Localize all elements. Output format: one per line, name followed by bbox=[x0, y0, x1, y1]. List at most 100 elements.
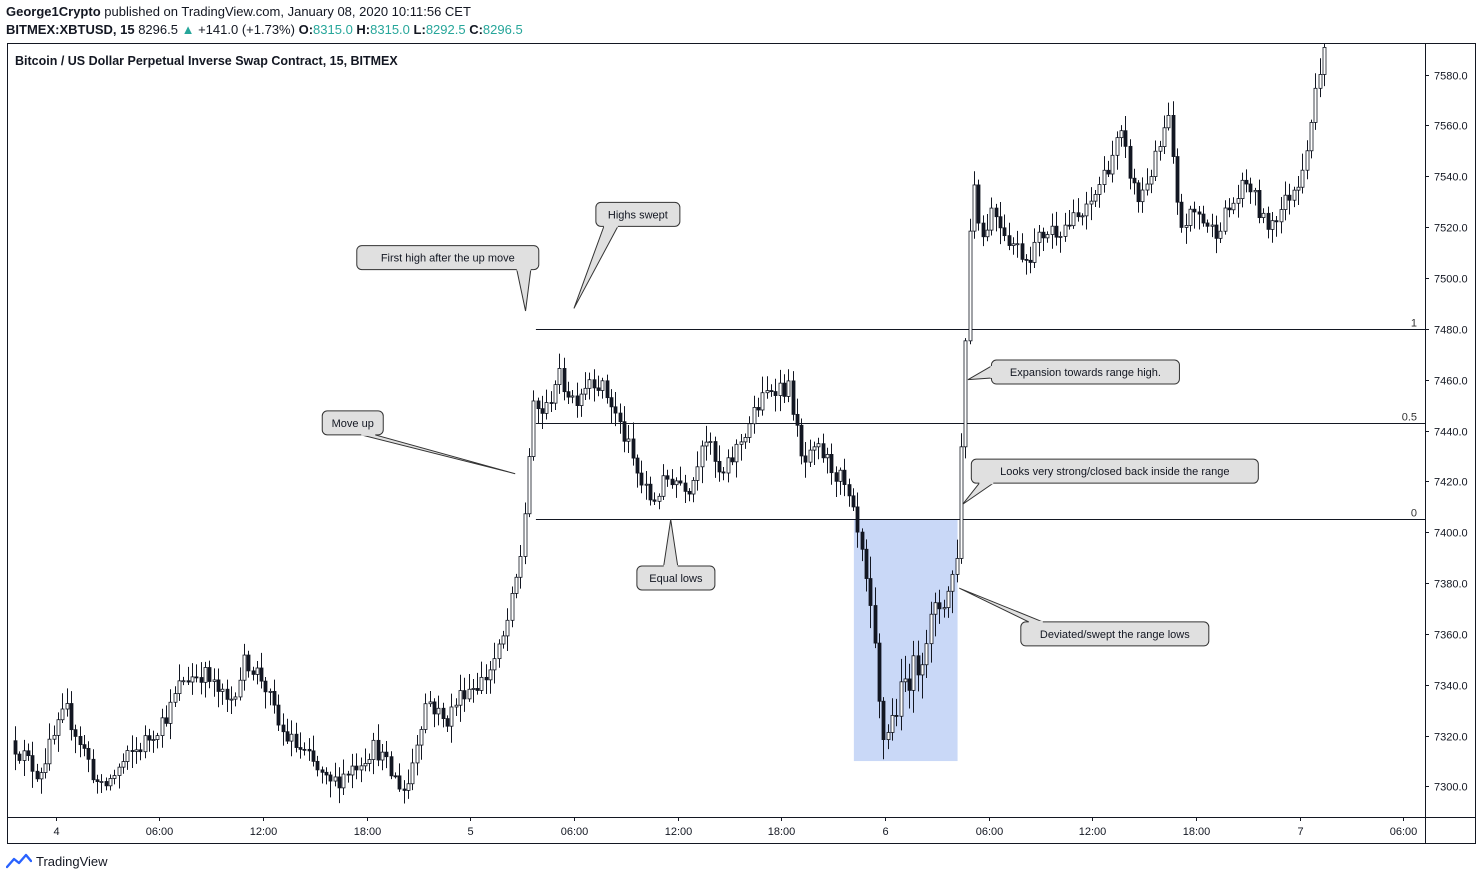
candle-body bbox=[1102, 169, 1107, 185]
callout-box[interactable] bbox=[595, 201, 681, 227]
callout-box[interactable] bbox=[970, 458, 1259, 484]
candle-body bbox=[1210, 224, 1215, 227]
candle-body bbox=[108, 778, 113, 787]
candle-body bbox=[428, 701, 433, 705]
candle-body bbox=[838, 469, 843, 482]
symbol-name[interactable]: BITMEX:XBTUSD, 15 bbox=[6, 22, 135, 37]
candle-body bbox=[683, 482, 688, 492]
candle-body bbox=[937, 602, 942, 610]
candle-body bbox=[1123, 130, 1128, 147]
candle-body bbox=[1054, 225, 1059, 238]
candle-body bbox=[1041, 231, 1046, 239]
footer-brand[interactable]: TradingView bbox=[6, 853, 108, 869]
candle-body bbox=[1166, 115, 1171, 129]
candle-body bbox=[791, 380, 796, 415]
candle-body bbox=[1007, 235, 1012, 246]
open-value: 8315.0 bbox=[313, 22, 353, 37]
candle-body bbox=[726, 457, 731, 474]
candle-body bbox=[298, 747, 303, 750]
callout-box[interactable] bbox=[321, 410, 384, 436]
publisher-name[interactable]: George1Crypto bbox=[6, 4, 101, 19]
candle-body bbox=[544, 402, 549, 414]
y-tick-label: 7300.0 bbox=[1434, 782, 1468, 794]
candle-body bbox=[341, 773, 346, 789]
candle-body bbox=[104, 781, 109, 787]
candle-body bbox=[613, 406, 618, 414]
candle-body bbox=[311, 750, 316, 762]
y-tick-label: 7540.0 bbox=[1434, 172, 1468, 184]
candle-body bbox=[1270, 220, 1275, 230]
candle-body bbox=[1084, 203, 1089, 217]
candle-body bbox=[855, 506, 860, 533]
chart-title: Bitcoin / US Dollar Perpetual Inverse Sw… bbox=[15, 54, 398, 68]
candle-body bbox=[333, 776, 338, 782]
candle-body bbox=[920, 664, 925, 676]
candle-body bbox=[1253, 190, 1258, 193]
candle-body bbox=[592, 379, 597, 389]
candle-body bbox=[773, 391, 778, 396]
candle-body bbox=[13, 740, 18, 755]
candle-body bbox=[69, 703, 74, 731]
candle-body bbox=[1106, 169, 1111, 175]
candle-body bbox=[320, 769, 325, 773]
callout-box[interactable] bbox=[356, 245, 540, 271]
candle-body bbox=[216, 679, 221, 692]
symbol-info: BITMEX:XBTUSD, 15 8296.5 ▲ +141.0 (+1.73… bbox=[6, 22, 523, 37]
candle-body bbox=[78, 736, 83, 746]
candle-body bbox=[125, 750, 130, 762]
candle-body bbox=[207, 667, 212, 682]
candle-body bbox=[566, 391, 571, 398]
candle-body bbox=[721, 471, 726, 474]
open-label: O: bbox=[298, 22, 314, 37]
candle-body bbox=[778, 382, 783, 396]
candle-body bbox=[618, 412, 623, 423]
candle-body bbox=[289, 733, 294, 742]
candle-body bbox=[190, 676, 195, 683]
candle-body bbox=[350, 765, 355, 776]
candle-body bbox=[808, 449, 813, 463]
candle-body bbox=[622, 421, 627, 442]
candle-body bbox=[1011, 243, 1016, 246]
candle-body bbox=[834, 472, 839, 482]
candle-body bbox=[384, 751, 389, 758]
candle-body bbox=[795, 413, 800, 426]
candle-body bbox=[644, 483, 649, 486]
candle-body bbox=[458, 690, 463, 706]
candle-body bbox=[575, 395, 580, 407]
candle-body bbox=[816, 443, 821, 448]
y-tick-label: 7480.0 bbox=[1434, 325, 1468, 337]
callout-box[interactable] bbox=[1020, 621, 1210, 647]
x-tick-label: 12:00 bbox=[1079, 826, 1107, 838]
callout-pointer bbox=[962, 482, 995, 505]
candle-body bbox=[998, 216, 1003, 229]
candle-body bbox=[1214, 224, 1219, 239]
candle-body bbox=[1145, 183, 1150, 191]
candle-body bbox=[199, 677, 204, 683]
candle-body bbox=[531, 400, 536, 457]
candle-body bbox=[1020, 243, 1025, 260]
candle-body bbox=[1171, 115, 1176, 157]
candle-body bbox=[26, 750, 31, 757]
candle-body bbox=[803, 455, 808, 463]
candle-body bbox=[255, 667, 260, 675]
candle-body bbox=[410, 762, 415, 785]
candle-body bbox=[281, 724, 286, 733]
candle-body bbox=[449, 706, 454, 727]
candle-body bbox=[821, 443, 826, 459]
candle-body bbox=[734, 443, 739, 463]
candle-body bbox=[1002, 227, 1007, 237]
candle-body bbox=[583, 387, 588, 395]
candle-body bbox=[760, 392, 765, 411]
candle-body bbox=[82, 744, 87, 749]
close-value: 8296.5 bbox=[482, 22, 523, 37]
candle-body bbox=[1045, 234, 1050, 239]
candle-body bbox=[380, 751, 385, 761]
candle-body bbox=[95, 779, 100, 782]
y-tick-label: 7400.0 bbox=[1434, 528, 1468, 540]
candle-body bbox=[510, 593, 515, 621]
candle-body bbox=[665, 475, 670, 480]
candle-body bbox=[976, 184, 981, 224]
candle-body bbox=[160, 717, 165, 737]
candle-body bbox=[1192, 208, 1197, 213]
